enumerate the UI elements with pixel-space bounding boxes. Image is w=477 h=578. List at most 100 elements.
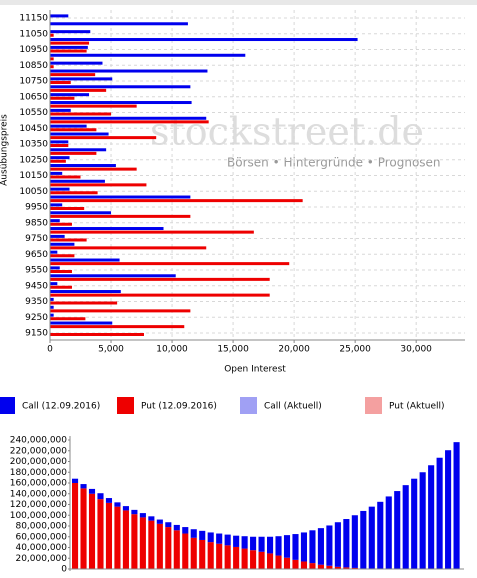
bar-segment	[250, 536, 257, 551]
x-tick-label: 20,000	[278, 345, 310, 355]
bar-segment	[122, 510, 129, 569]
bar-segment	[173, 524, 180, 531]
bar-segment	[207, 542, 214, 569]
bar-segment	[402, 485, 409, 569]
bar	[50, 33, 54, 37]
bar	[50, 57, 54, 61]
legend-swatch	[365, 397, 382, 414]
bar	[50, 108, 71, 112]
bar-segment	[283, 535, 291, 558]
bar-segment	[250, 550, 257, 569]
bar-segment	[216, 543, 223, 569]
bar-segment	[131, 514, 138, 569]
bar-segment	[360, 510, 367, 569]
x-tick-label: 5,000	[98, 345, 124, 355]
legend-label: Put (Aktuell)	[389, 402, 445, 412]
bar	[50, 128, 97, 132]
x-tick-label: 30,000	[400, 345, 432, 355]
bar	[50, 219, 60, 223]
bar	[50, 309, 191, 313]
bar	[50, 179, 105, 183]
y-tick-label: 120,000,000	[10, 500, 68, 510]
bar	[50, 191, 98, 195]
bar-segment	[351, 515, 358, 568]
bar	[50, 45, 88, 49]
bar-segment	[326, 525, 333, 566]
y-tick-label: 10050	[19, 187, 48, 197]
bar	[50, 14, 69, 18]
bar-segment	[233, 535, 240, 547]
bar	[50, 151, 97, 155]
bar	[50, 81, 71, 84]
legend-label: Put (12.09.2016)	[141, 402, 217, 412]
bar	[50, 325, 185, 329]
bar	[50, 61, 103, 65]
bar	[50, 301, 118, 305]
bar	[50, 313, 54, 317]
bar	[50, 53, 246, 57]
bar	[50, 144, 69, 147]
bar	[50, 148, 107, 152]
bar-segment	[292, 559, 299, 569]
bar	[50, 246, 207, 250]
bar-segment	[97, 493, 104, 500]
bar	[50, 69, 208, 73]
bar-segment	[199, 530, 206, 540]
y-tick-label: 240,000,000	[10, 436, 68, 446]
bar-segment	[182, 527, 189, 534]
bar	[50, 167, 137, 171]
y-tick-label: 10250	[19, 155, 48, 165]
bar-segment	[105, 498, 113, 503]
y-tick-label: 80,000,000	[15, 522, 67, 532]
bar	[50, 38, 358, 42]
x-tick-label: 10,000	[156, 345, 188, 355]
y-tick-label: 10950	[19, 45, 48, 55]
y-tick-label: 9250	[25, 313, 48, 323]
bar-segment	[88, 493, 96, 569]
bar-segment	[148, 516, 155, 521]
bar-segment	[131, 509, 138, 515]
bar-segment	[267, 536, 274, 554]
bar	[50, 187, 70, 191]
bar-segment	[411, 478, 418, 569]
y-tick-label: 9850	[25, 218, 48, 228]
y-tick-label: 11050	[19, 29, 48, 39]
legend-swatch	[240, 397, 257, 414]
bar-segment	[72, 483, 79, 569]
bar-segment	[224, 545, 231, 569]
bar	[50, 203, 63, 207]
bar-segment	[377, 501, 384, 569]
bar	[50, 183, 147, 187]
bar	[50, 293, 270, 297]
bar-segment	[436, 457, 443, 569]
bar	[50, 116, 207, 120]
bar	[50, 258, 120, 262]
bar	[50, 175, 81, 179]
bar	[50, 290, 121, 294]
bar-segment	[419, 472, 426, 569]
bar-segment	[385, 496, 392, 569]
bar	[50, 262, 290, 266]
bar-segment	[80, 488, 87, 569]
bar-segment	[394, 491, 401, 569]
bar	[50, 49, 87, 53]
bar-segment	[258, 536, 265, 552]
bar-segment	[122, 506, 129, 511]
y-tick-label: 20,000,000	[15, 554, 67, 564]
bar-segment	[190, 537, 197, 569]
bar	[50, 214, 191, 218]
bar-segment	[139, 517, 146, 569]
bar	[50, 195, 191, 199]
legend-swatch	[0, 397, 15, 414]
bar-segment	[267, 553, 274, 569]
bar-segment	[283, 557, 291, 569]
bar	[50, 227, 164, 231]
bar-segment	[275, 536, 282, 556]
bar	[50, 93, 90, 97]
bar-segment	[445, 450, 452, 569]
legend-label: Call (12.09.2016)	[22, 402, 100, 412]
bar-segment	[334, 566, 341, 569]
legend-label: Call (Aktuell)	[264, 402, 322, 412]
bar	[50, 282, 58, 286]
y-tick-label: 220,000,000	[10, 446, 68, 456]
